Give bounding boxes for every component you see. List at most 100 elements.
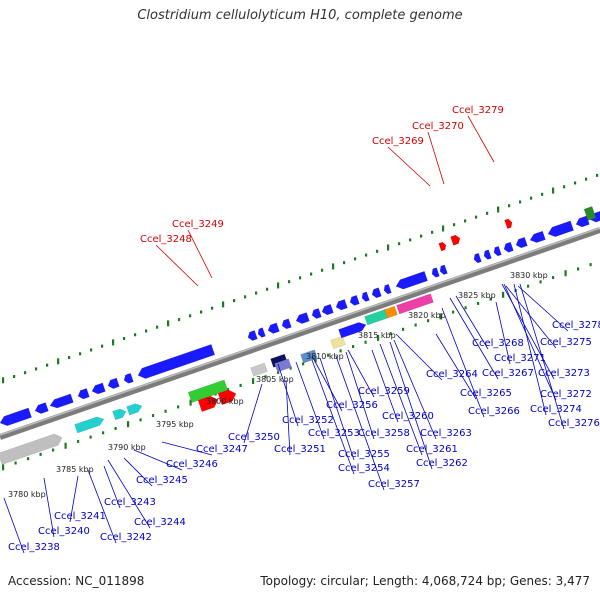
gene-labels: Ccel_3248 Ccel_3249 Ccel_3269 Ccel_3270 Ccel…	[8, 105, 600, 553]
kbp-label: 3780 kbp	[8, 490, 46, 499]
reverse-gene	[74, 416, 105, 434]
forward-gene	[503, 241, 514, 253]
leader-line	[3, 497, 25, 554]
leader-line	[319, 357, 355, 461]
gene-label: Ccel_3242	[100, 532, 152, 543]
tick-mark	[123, 337, 126, 341]
tick-mark	[90, 348, 93, 352]
leader-line	[69, 475, 79, 523]
tick-mark	[178, 318, 181, 322]
kbp-label: 3785 kbp	[56, 465, 94, 474]
tick-mark	[563, 185, 566, 189]
tick-mark	[464, 219, 467, 223]
leader-line	[311, 359, 355, 475]
red-gene-feature	[450, 234, 461, 246]
tick-mark	[577, 267, 580, 271]
tick-mark	[46, 363, 49, 367]
forward-gene	[247, 330, 258, 341]
gene-label: Ccel_3268	[472, 338, 524, 349]
forward-gene	[77, 388, 90, 400]
gene-label: Ccel_3279	[452, 105, 504, 116]
leader-line	[517, 285, 569, 332]
tick-mark	[24, 371, 27, 375]
forward-gene	[267, 322, 280, 334]
gene-label: Ccel_3244	[134, 517, 186, 528]
tick-mark	[89, 435, 92, 439]
tick-mark	[596, 173, 599, 177]
kbp-scale-labels: 3780 kbp 3785 kbp 3790 kbp 3795 kbp 3800 kbp…	[8, 271, 548, 499]
leader-line	[449, 297, 499, 380]
reverse-gene	[384, 305, 398, 319]
tick-mark	[427, 319, 430, 323]
tick-mark	[502, 291, 505, 298]
leader-line	[495, 301, 511, 365]
forward-gene	[361, 291, 370, 302]
tick-mark	[52, 448, 55, 452]
tick-mark	[114, 426, 117, 430]
reverse-gene	[112, 408, 127, 421]
gene-label: Ccel_3241	[54, 511, 106, 522]
forward-gene	[295, 312, 310, 324]
tick-mark	[289, 366, 292, 370]
leader-line	[393, 339, 437, 440]
forward-gene	[49, 393, 74, 409]
gene-label: Ccel_3278	[552, 320, 600, 331]
tick-mark	[574, 181, 577, 185]
leader-line	[387, 146, 431, 187]
tick-mark	[112, 339, 115, 346]
tick-mark	[79, 352, 82, 356]
forward-gene	[439, 264, 448, 275]
tick-mark	[177, 405, 180, 409]
tick-mark	[589, 263, 592, 267]
gene-label: Ccel_3248	[140, 234, 192, 245]
gene-label: Ccel_3253	[308, 428, 360, 439]
tick-mark	[211, 306, 214, 310]
tick-mark	[321, 268, 324, 272]
gene-label: Ccel_3254	[338, 463, 390, 474]
tick-mark	[68, 356, 71, 360]
leader-line	[87, 469, 117, 544]
tick-mark	[439, 313, 442, 320]
forward-gene	[529, 230, 546, 243]
reverse-gene	[274, 358, 292, 373]
leader-line	[389, 341, 433, 470]
tick-mark	[299, 276, 302, 280]
forward-gene	[395, 270, 428, 290]
forward-gene	[473, 252, 482, 264]
forward-gene	[137, 343, 216, 379]
tick-mark	[264, 375, 267, 379]
tick-mark	[255, 291, 258, 295]
leader-line	[155, 244, 199, 287]
tick-mark	[364, 340, 367, 344]
red-gene-feature	[504, 218, 513, 230]
leader-line	[501, 283, 555, 380]
tick-mark	[564, 270, 567, 277]
tick-mark	[332, 263, 335, 270]
kbp-label: 3820 kbp	[408, 311, 446, 320]
gene-label: Ccel_3238	[8, 542, 60, 553]
leader-line	[347, 349, 375, 398]
tick-mark	[552, 187, 555, 194]
forward-gene	[0, 407, 32, 427]
inner-tick-track	[2, 263, 592, 471]
leader-line	[311, 355, 343, 412]
forward-gene	[483, 249, 492, 260]
gene-label: Ccel_3258	[358, 428, 410, 439]
tick-mark	[387, 244, 390, 251]
tick-mark	[252, 378, 255, 385]
tick-mark	[2, 377, 5, 384]
gene-label: Ccel_3261	[406, 444, 458, 455]
gene-label: Ccel_3250	[228, 432, 280, 443]
gene-label: Ccel_3265	[460, 388, 512, 399]
leader-line	[427, 131, 445, 185]
leader-line	[161, 441, 213, 456]
green-gene-feature	[583, 206, 597, 221]
tick-mark	[164, 409, 167, 413]
gene-label: Ccel_3246	[166, 459, 218, 470]
gene-label: Ccel_3274	[530, 404, 582, 415]
gene-label: Ccel_3243	[104, 497, 156, 508]
gene-label: Ccel_3276	[548, 418, 600, 429]
tick-mark	[277, 370, 280, 374]
tick-mark	[239, 383, 242, 387]
gene-label: Ccel_3255	[338, 449, 390, 460]
